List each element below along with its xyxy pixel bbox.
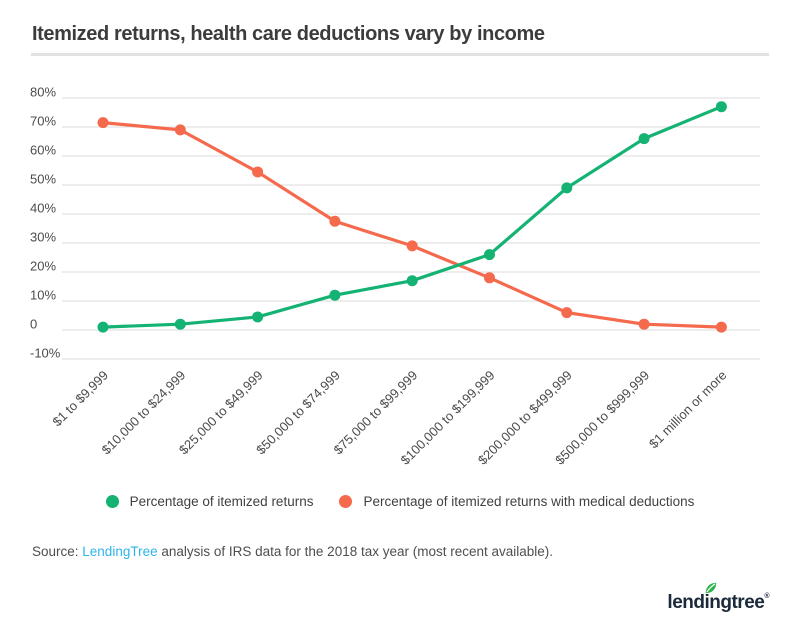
lendingtree-logo: lendingtree® <box>667 582 769 614</box>
y-axis-tick-label: 0 <box>30 317 37 332</box>
source-prefix: Source: <box>32 544 83 559</box>
series-line <box>101 121 724 329</box>
y-axis-tick-label: -10% <box>30 346 61 361</box>
y-axis-tick-label: 30% <box>30 230 56 245</box>
leaf-vein <box>706 583 716 593</box>
y-axis-tick-label: 40% <box>30 201 56 216</box>
page-title: Itemized returns, health care deductions… <box>32 23 545 45</box>
leaf-icon <box>706 582 717 594</box>
source-suffix: analysis of IRS data for the 2018 tax ye… <box>157 544 554 559</box>
data-point <box>252 311 264 323</box>
y-axis-tick-label: 50% <box>30 172 56 187</box>
legend-marker-green-icon <box>105 495 119 508</box>
data-point <box>715 321 727 333</box>
data-point <box>329 215 341 227</box>
legend-marker-coral-icon <box>339 495 353 508</box>
y-axis-tick-label: 60% <box>30 143 56 158</box>
y-axis-tick-label: 70% <box>30 114 56 129</box>
data-point <box>329 289 341 301</box>
lendingtree-link[interactable]: LendingTree <box>82 544 158 559</box>
data-point <box>715 101 727 113</box>
y-axis-tick-label: 10% <box>30 288 56 303</box>
x-axis-tick-label: $50,000 to $74,999 <box>253 368 343 458</box>
source-note: Source: LendingTree analysis of IRS data… <box>32 544 553 559</box>
y-axis-tick-label: 80% <box>30 85 56 100</box>
chart-legend: Percentage of itemized returns Percentag… <box>0 494 800 509</box>
data-point <box>638 133 650 145</box>
data-point <box>252 166 264 178</box>
y-axis-tick-label: 20% <box>30 259 56 274</box>
title-divider <box>31 53 769 56</box>
legend-label-itemized-returns: Percentage of itemized returns <box>129 494 314 509</box>
data-point <box>406 275 418 287</box>
data-point <box>406 240 418 252</box>
x-axis-tick-label: $75,000 to $99,999 <box>330 368 420 458</box>
x-axis-tick-label: $1 to $9,999 <box>49 368 111 430</box>
data-point <box>97 117 109 129</box>
logo-text: lendingtree <box>667 592 765 613</box>
data-point <box>638 318 650 330</box>
registered-mark: ® <box>764 593 769 600</box>
line-chart: 80% 70% 60% 50% 40% 30% 20% 10% 0 -10% $1 to $9,99… <box>30 85 760 468</box>
data-point <box>561 182 573 194</box>
x-axis-tick-label: $10,000 to $24,999 <box>99 368 189 458</box>
legend-item-itemized-returns: Percentage of itemized returns <box>105 494 314 509</box>
lendingtree-logo-word: lendingtree® <box>667 582 769 614</box>
data-point <box>561 307 573 319</box>
data-point <box>484 272 495 284</box>
data-point <box>174 124 186 136</box>
x-axis-tick-label: $1 million or more <box>646 368 730 452</box>
data-point <box>484 249 495 261</box>
x-axis-tick-label: $25,000 to $49,999 <box>176 368 266 458</box>
legend-label-medical-deductions: Percentage of itemized returns with medi… <box>363 494 695 509</box>
legend-item-medical-deductions: Percentage of itemized returns with medi… <box>339 494 694 509</box>
data-point <box>174 318 186 330</box>
data-point <box>97 321 109 333</box>
